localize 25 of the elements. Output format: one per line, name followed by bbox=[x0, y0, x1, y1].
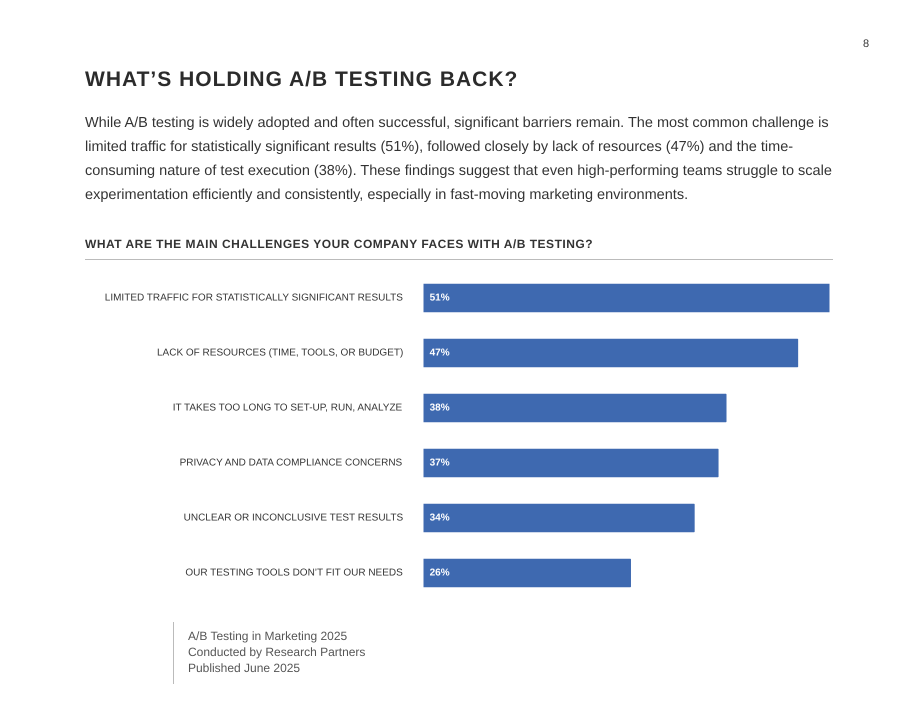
data-label: 51% bbox=[430, 292, 450, 304]
bar bbox=[424, 504, 695, 532]
data-label: 47% bbox=[430, 348, 450, 358]
y-tick-label: UNCLEAR OR INCONCLUSIVE TEST RESULTS bbox=[184, 512, 404, 524]
bar bbox=[424, 394, 727, 422]
y-tick-label: PRIVACY AND DATA COMPLIANCE CONCERNS bbox=[180, 458, 403, 468]
y-tick-label: OUR TESTING TOOLS DON’T FIT OUR NEEDS bbox=[185, 568, 404, 578]
text: WHAT ARE THE MAIN CHALLENGES YOUR COMPANY FACES WITH A/B TESTING? bbox=[85, 236, 833, 260]
data-label: 26% bbox=[430, 568, 450, 578]
data-label: 37% bbox=[430, 458, 450, 468]
text: Conducted by Research Partners bbox=[188, 644, 366, 661]
y-tick-label: LIMITED TRAFFIC FOR STATISTICALLY SIGNIFICANT RESULTS bbox=[104, 292, 404, 304]
bar bbox=[424, 338, 798, 368]
y-tick-label: LACK OF RESOURCES (TIME, TOOLS, OR BUDGET) bbox=[156, 348, 404, 358]
data-label: 38% bbox=[430, 402, 450, 414]
chart-subtitle: While A/B testing is widely adopted and often successful, significant barriers remain. The most common challenge is limited traffic for statistically significant results (51%), followed closely by lack of resources (47%) and the time-consuming nature of test execution (38%). These findings suggest that even high-performing teams struggle to scale experimentation efficiently and consistently, especially in fast-moving marketing environments. bbox=[85, 114, 833, 205]
bar bbox=[424, 558, 631, 588]
chart-title: WHAT’S HOLDING A/B TESTING BACK? bbox=[85, 67, 518, 93]
data-label: 34% bbox=[430, 512, 450, 524]
bar bbox=[424, 284, 830, 312]
text: Published June 2025 bbox=[188, 660, 300, 677]
bar bbox=[424, 448, 719, 478]
text: A/B Testing in Marketing 2025 bbox=[188, 628, 348, 645]
text: 8 bbox=[863, 37, 870, 52]
y-tick-label: IT TAKES TOO LONG TO SET-UP, RUN, ANALYZE bbox=[172, 402, 403, 414]
